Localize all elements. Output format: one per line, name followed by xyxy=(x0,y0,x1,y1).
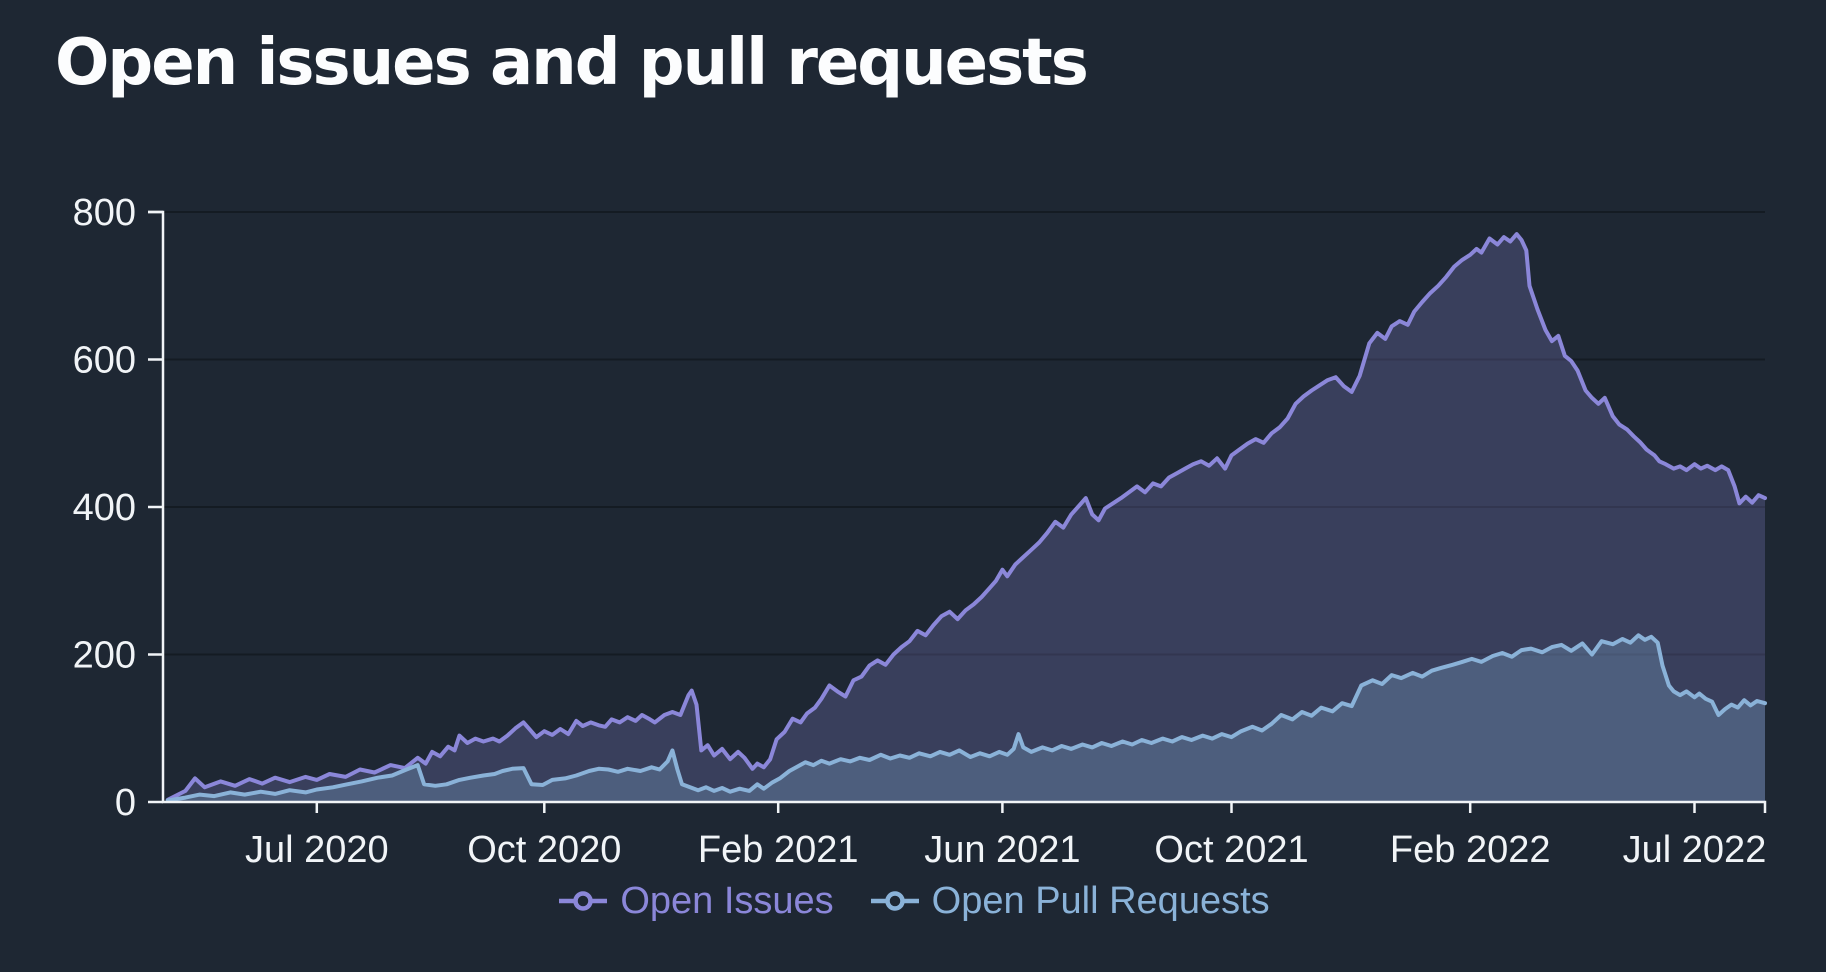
page-title: Open issues and pull requests xyxy=(55,26,1089,100)
y-tick-label-0: 0 xyxy=(115,782,136,824)
x-tick-label-Jun-2021: Jun 2021 xyxy=(924,829,1080,871)
area-open-issues xyxy=(167,234,1765,803)
legend-item-open-issues[interactable]: Open Issues xyxy=(556,880,834,922)
chart-legend: Open Issues Open Pull Requests xyxy=(0,882,1826,920)
x-tick-label-Feb-2022: Feb 2022 xyxy=(1390,829,1551,871)
series-line-open-issues[interactable] xyxy=(165,232,1767,802)
y-tick-label-400: 400 xyxy=(73,487,136,529)
line-marker-icon xyxy=(559,891,608,911)
series-line-open-pull-requests[interactable] xyxy=(165,633,1767,803)
y-tick-label-600: 600 xyxy=(73,340,136,382)
legend-label-open-issues: Open Issues xyxy=(620,880,834,922)
legend-item-open-pull-requests[interactable]: Open Pull Requests xyxy=(868,882,1270,920)
y-tick-label-800: 800 xyxy=(73,192,136,234)
x-tick-label-Oct-2020: Oct 2020 xyxy=(467,829,621,871)
line-marker-icon xyxy=(870,891,919,911)
legend-label-open-pull-requests: Open Pull Requests xyxy=(931,880,1270,922)
x-tick-label-Oct-2021: Oct 2021 xyxy=(1154,829,1308,871)
x-tick-label-Jul-2020: Jul 2020 xyxy=(245,829,389,871)
x-tick-label-Jul-2022: Jul 2022 xyxy=(1623,829,1767,871)
y-tick-label-200: 200 xyxy=(73,635,136,677)
x-tick-label-Feb-2021: Feb 2021 xyxy=(698,829,859,871)
area-open-pull-requests xyxy=(167,635,1765,802)
